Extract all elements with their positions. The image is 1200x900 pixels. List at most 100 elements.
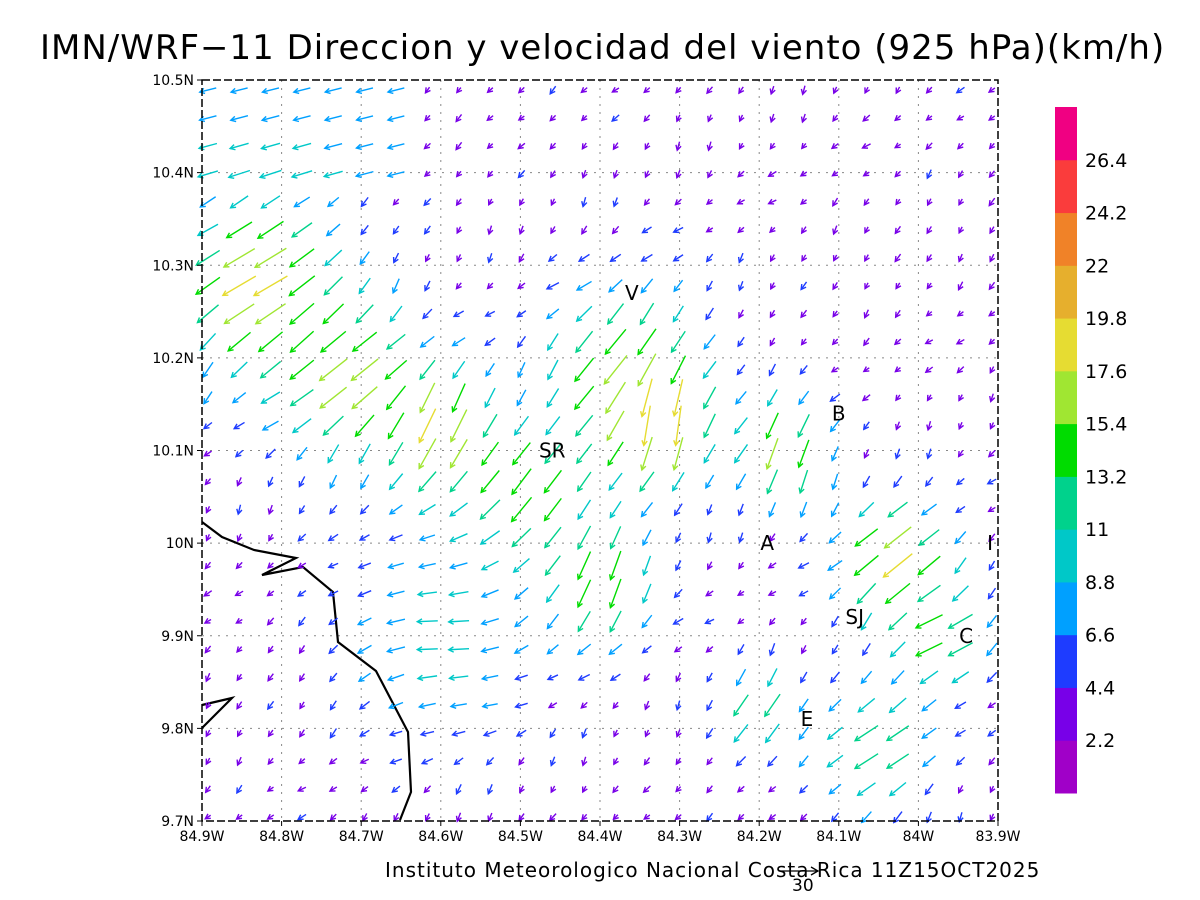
wind-vector (828, 698, 842, 712)
wind-vector (580, 701, 588, 709)
wind-vector (987, 449, 996, 458)
wind-vector (639, 378, 653, 418)
wind-vector (858, 501, 875, 518)
wind-vector (924, 783, 934, 796)
wind-vector (954, 729, 966, 737)
wind-vector (360, 224, 369, 236)
wind-vector (196, 304, 220, 324)
place-label: C (959, 624, 973, 648)
wind-vector (988, 757, 996, 766)
wind-vector (707, 170, 713, 179)
wind-vector (418, 438, 437, 470)
wind-vector (545, 308, 560, 320)
wind-vector (254, 303, 286, 325)
wind-vector (358, 729, 370, 737)
wind-vector (672, 305, 684, 323)
wind-vector (455, 282, 462, 290)
wind-vector (227, 331, 251, 352)
wind-vector (236, 477, 243, 487)
wind-vector (675, 757, 682, 766)
colorbar-segment (1055, 740, 1077, 794)
wind-vector (391, 785, 401, 793)
reference-vector (780, 866, 820, 876)
wind-vector (415, 618, 438, 625)
wind-vector (546, 644, 559, 655)
wind-vector (830, 502, 840, 518)
wind-vector (518, 813, 525, 822)
place-label: I (987, 531, 993, 555)
wind-vector (260, 391, 281, 404)
wind-vector (292, 115, 311, 123)
wind-vector (921, 755, 936, 768)
wind-vector (297, 533, 307, 542)
wind-vector (862, 170, 870, 177)
wind-vector (800, 671, 808, 684)
wind-vector (832, 114, 839, 123)
wind-vector (926, 198, 933, 207)
wind-vector (642, 785, 651, 794)
wind-vector (955, 756, 966, 766)
wind-vector (735, 473, 747, 491)
wind-vector (424, 813, 431, 822)
wind-vector (925, 86, 933, 94)
wind-vector (326, 196, 340, 208)
wind-vector (549, 756, 556, 767)
wind-vector (831, 615, 839, 628)
wind-vector (322, 170, 343, 179)
wind-vector (357, 672, 371, 683)
wind-vector (298, 616, 306, 627)
wind-vector (895, 86, 902, 95)
wind-vector (517, 362, 526, 379)
wind-vector (954, 701, 967, 710)
y-tick-label: 10N (166, 536, 194, 552)
wind-vector (575, 330, 594, 354)
wind-vector (230, 361, 248, 379)
wind-vector (517, 86, 525, 94)
wind-vector (800, 338, 807, 346)
wind-vector (418, 503, 436, 516)
x-tick-label: 83.9W (975, 829, 1020, 845)
wind-vector (895, 282, 902, 290)
colorbar-label: 8.8 (1085, 572, 1115, 594)
x-tick-label: 84.7W (339, 829, 384, 845)
wind-vector (384, 359, 408, 380)
wind-vector (925, 142, 933, 151)
x-axis-ticks: 84.9W 84.8W 84.7W 84.6W 84.5W 84.4W 84.3W 84.2W… (179, 821, 1021, 845)
wind-vector (609, 673, 621, 682)
wind-vector (267, 757, 274, 766)
wind-vector (884, 582, 911, 605)
wind-vector (706, 141, 713, 152)
wind-vector (737, 226, 745, 234)
wind-vector (451, 337, 466, 347)
wind-vector (424, 86, 431, 95)
place-label: B (832, 401, 846, 425)
x-tick-label: 84.1W (816, 829, 861, 845)
wind-vector (329, 813, 337, 821)
wind-vector (325, 223, 341, 237)
wind-vector (767, 590, 777, 596)
wind-vector (576, 579, 592, 609)
y-tick-label: 10.3N (152, 258, 194, 274)
wind-vector (705, 226, 714, 233)
y-tick-label: 10.4N (152, 166, 194, 182)
wind-vector (863, 337, 870, 347)
wind-vector (322, 415, 344, 436)
wind-vector (736, 590, 745, 596)
colorbar-segment (1055, 107, 1077, 161)
wind-vector (894, 366, 901, 373)
wind-vector (705, 646, 714, 653)
wind-vector (830, 142, 839, 150)
wind-vector (894, 114, 902, 122)
wind-vector (769, 226, 776, 234)
wind-vector (455, 783, 462, 796)
wind-vector (863, 309, 870, 319)
wind-vector (832, 282, 839, 291)
wind-vector (297, 590, 307, 597)
wind-vector (830, 446, 839, 462)
wind-vector (918, 529, 940, 547)
wind-vector (547, 702, 558, 709)
wind-vector (575, 414, 594, 437)
wind-vector (447, 590, 469, 598)
wind-vector (675, 114, 682, 123)
wind-vector (643, 813, 651, 820)
